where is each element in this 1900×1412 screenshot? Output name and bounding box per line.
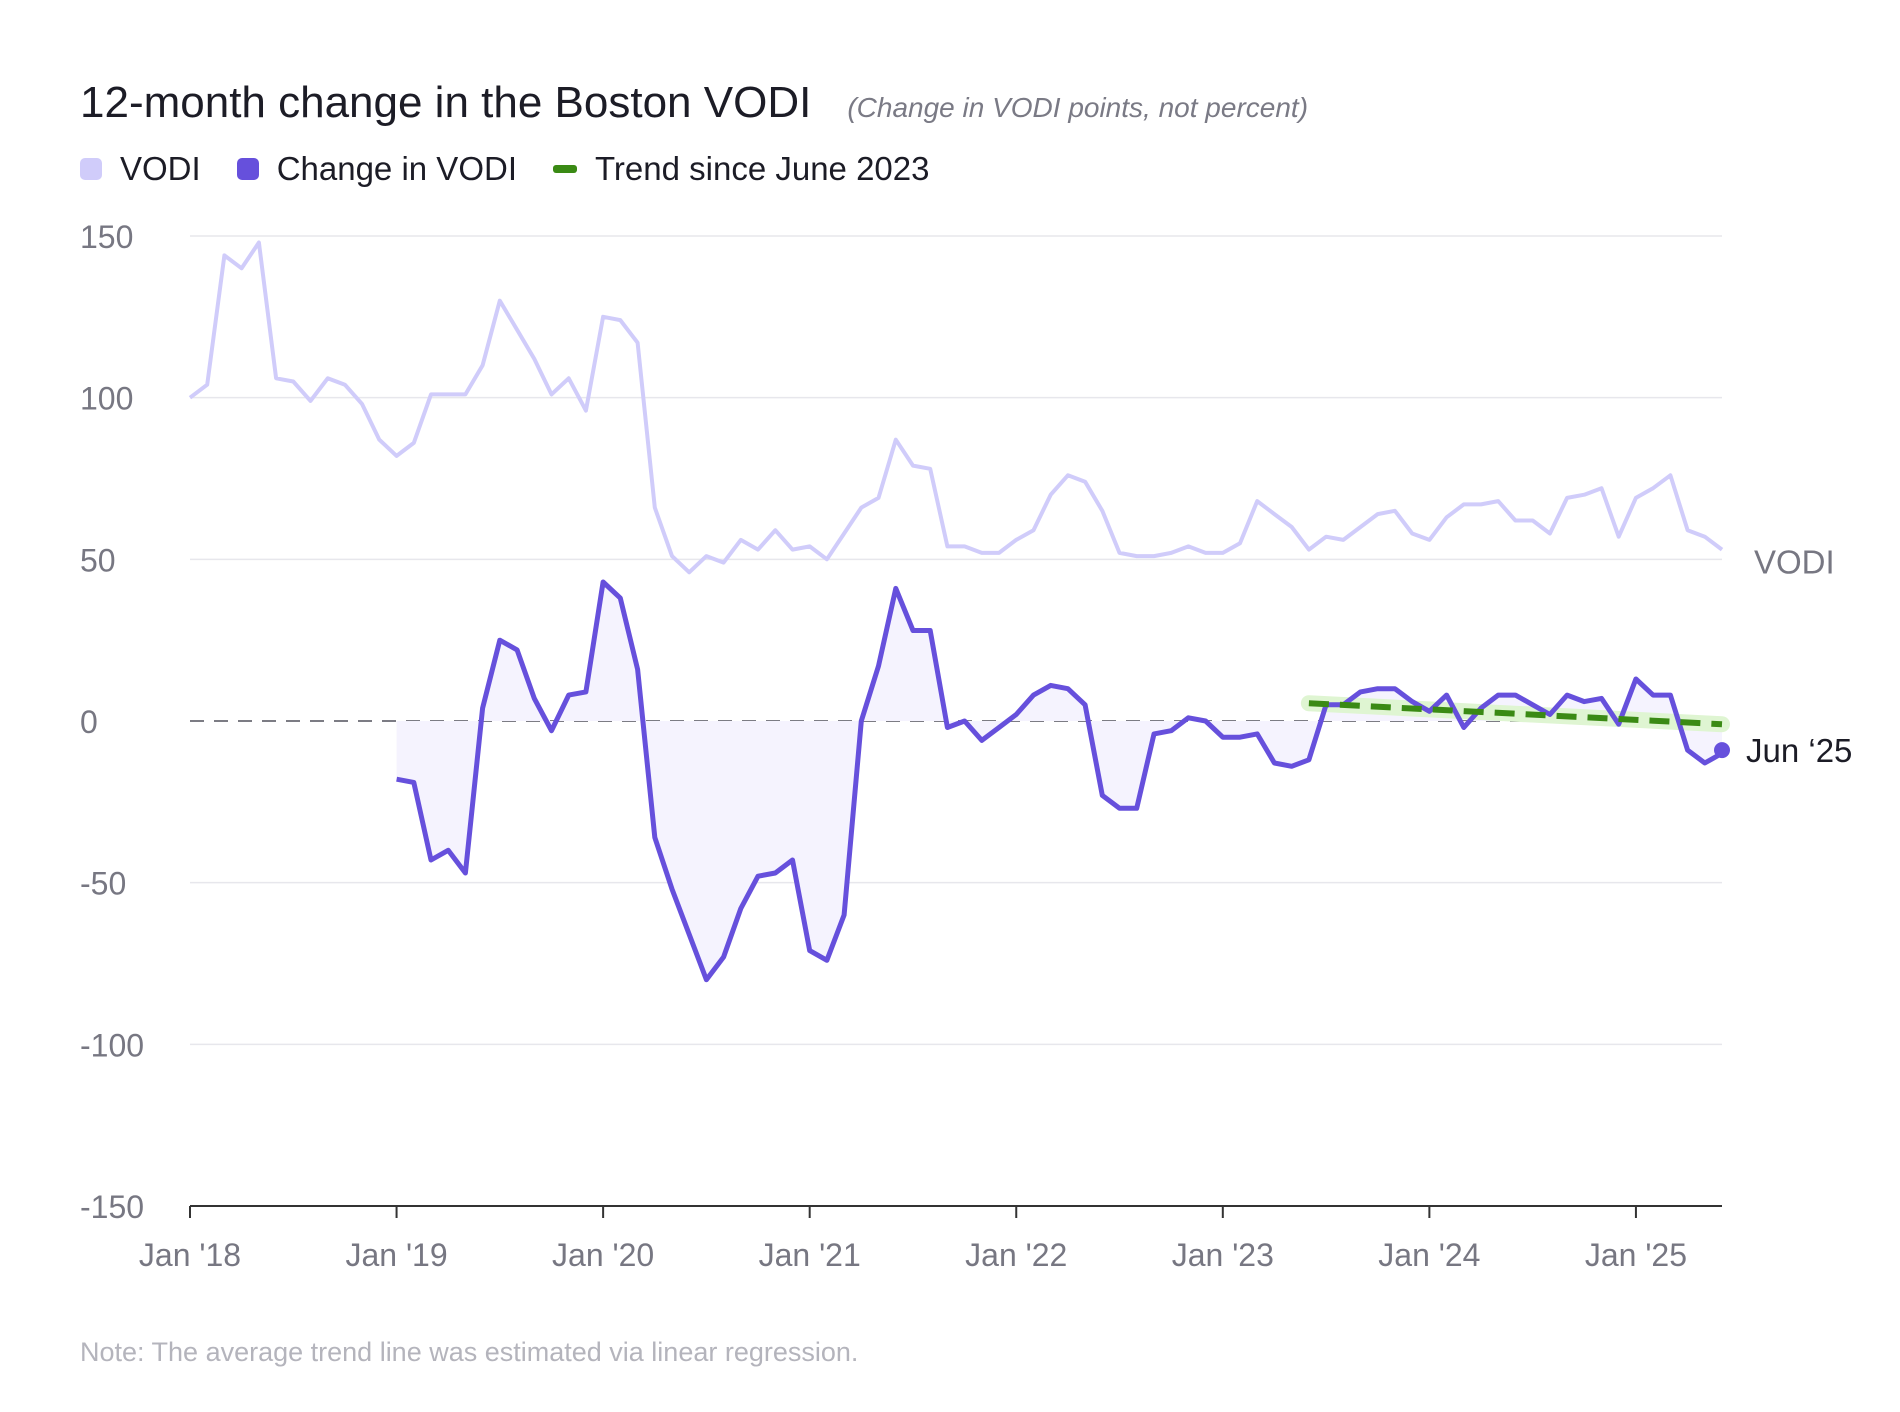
legend-label-change: Change in VODI [276,150,517,187]
end-point-marker [1714,742,1730,759]
x-tick-label: Jan '22 [965,1237,1067,1273]
legend-item-trend: Trend since June 2023 [553,150,930,188]
legend-swatch-change [236,158,259,180]
series-line-trend [1308,700,1723,728]
series-line-change [396,579,1724,983]
x-tick-label: Jan '21 [759,1237,861,1273]
x-tick-label: Jan '18 [139,1237,241,1273]
y-tick-label: -50 [80,866,126,902]
y-tick-label: -150 [80,1189,144,1225]
y-tick-label: -100 [80,1027,144,1063]
x-tick-label: Jan '20 [552,1237,654,1273]
chart-subtitle: (Change in VODI points, not percent) [847,92,1309,123]
legend-label-trend: Trend since June 2023 [595,150,930,187]
x-tick-label: Jan '19 [345,1237,447,1273]
x-tick-label: Jan '25 [1585,1237,1687,1273]
chart-title: 12-month change in the Boston VODI [80,78,812,127]
end-label-vodi: VODI [1754,544,1835,581]
y-tick-label: 150 [80,219,133,255]
legend-swatch-vodi [80,158,102,180]
y-tick-label: 50 [80,542,116,578]
change-area-fill [396,582,1723,980]
y-tick-label: 0 [80,704,98,740]
legend: VODI Change in VODI Trend since June 202… [80,150,966,188]
x-tick-label: Jan '24 [1378,1237,1480,1273]
end-label-change: Jun ‘25 [1746,732,1852,769]
chart-note: Note: The average trend line was estimat… [80,1337,859,1367]
legend-item-vodi: VODI [80,150,201,188]
x-tick-label: Jan '23 [1172,1237,1274,1273]
series-line-vodi [188,240,1724,575]
y-tick-label: 100 [80,381,133,417]
legend-item-change: Change in VODI [236,150,517,188]
legend-label-vodi: VODI [120,150,201,187]
legend-swatch-trend [553,165,577,173]
